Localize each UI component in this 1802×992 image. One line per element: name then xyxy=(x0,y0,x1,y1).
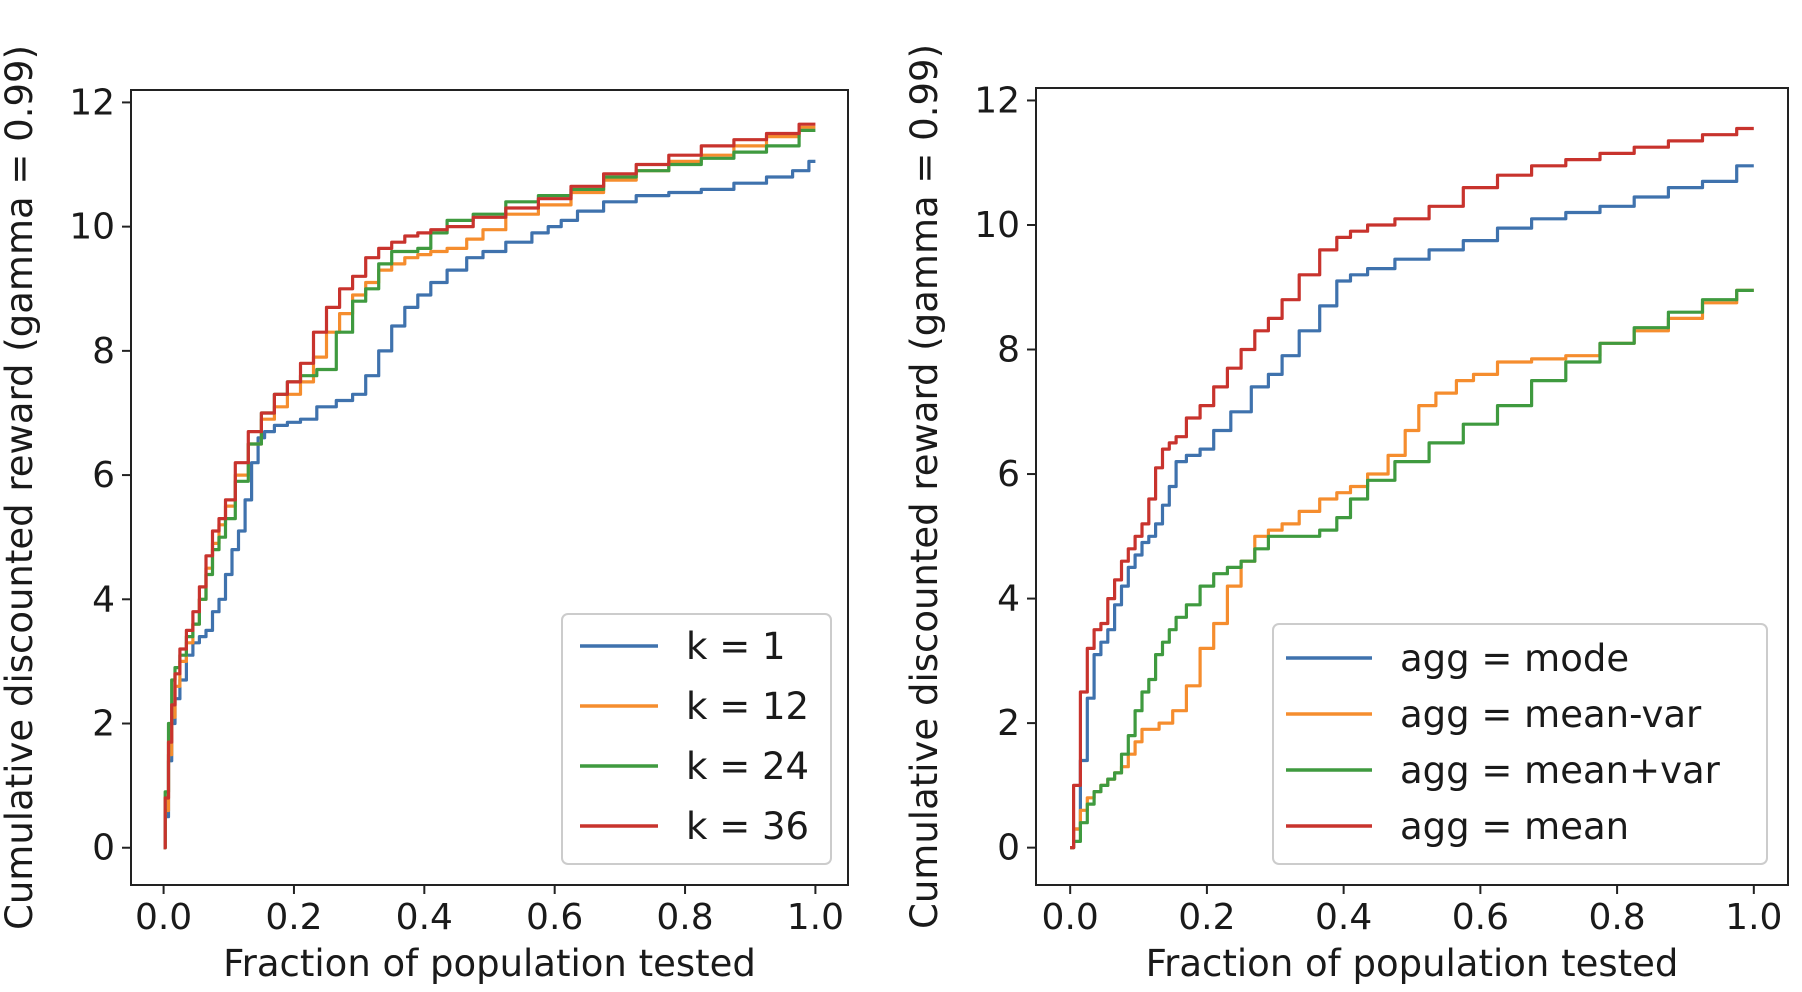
y-tick-label: 6 xyxy=(997,454,1020,495)
x-tick-label: 1.0 xyxy=(1725,897,1782,938)
legend-label: k = 1 xyxy=(686,625,786,668)
y-tick-label: 0 xyxy=(92,828,115,869)
plot-area xyxy=(1035,87,1789,886)
x-tick-label: 0.4 xyxy=(1315,897,1372,938)
y-tick-label: 4 xyxy=(92,579,115,620)
x-tick-label: 0.4 xyxy=(396,897,453,938)
x-axis-label: Fraction of population tested xyxy=(223,942,756,985)
x-tick-label: 0.8 xyxy=(656,897,713,938)
y-tick-label: 6 xyxy=(92,455,115,496)
legend-label: agg = mean xyxy=(1400,805,1629,848)
x-tick-label: 0.0 xyxy=(1042,897,1099,938)
legend-label: k = 12 xyxy=(686,685,809,728)
y-tick-label: 0 xyxy=(997,828,1020,869)
x-tick-label: 0.6 xyxy=(526,897,583,938)
series-line-4 xyxy=(163,122,816,850)
left-chart-panel: 0.0 0.2 0.4 0.6 0.8 1.0 0 2 4 6 8 10 12 Fraction of p… xyxy=(0,45,849,985)
legend-label: k = 24 xyxy=(686,745,809,788)
x-tick-label: 0.6 xyxy=(1452,897,1509,938)
legend-box xyxy=(1272,623,1768,865)
legend-label: agg = mean+var xyxy=(1400,749,1721,792)
y-tick-label: 2 xyxy=(92,704,115,745)
plot-area xyxy=(130,89,849,886)
y-tick-label: 2 xyxy=(997,703,1020,744)
series-line-1 xyxy=(1070,164,1754,850)
series-line-3 xyxy=(1070,288,1754,850)
y-tick-label: 10 xyxy=(974,205,1020,246)
y-tick-label: 12 xyxy=(69,82,115,123)
y-tick-label: 8 xyxy=(997,330,1020,371)
y-axis-label: Cumulative discounted reward (gamma = 0.… xyxy=(0,45,41,930)
right-chart-panel: 0.0 0.2 0.4 0.6 0.8 1.0 0 2 4 6 8 10 12 Fraction of p… xyxy=(903,44,1789,985)
x-tick-label: 1.0 xyxy=(787,897,844,938)
x-tick-label: 0.2 xyxy=(265,897,322,938)
series-line-1 xyxy=(163,159,816,850)
y-axis-label: Cumulative discounted reward (gamma = 0.… xyxy=(903,44,946,929)
y-tick-label: 10 xyxy=(69,207,115,248)
y-tick-label: 4 xyxy=(997,579,1020,620)
x-tick-label: 0.2 xyxy=(1178,897,1235,938)
x-tick-label: 0.8 xyxy=(1588,897,1645,938)
legend-label: agg = mode xyxy=(1400,637,1629,680)
legend-label: k = 36 xyxy=(686,805,809,848)
y-tick-label: 8 xyxy=(92,331,115,372)
legend-box xyxy=(561,613,832,865)
y-tick-label: 12 xyxy=(974,80,1020,121)
x-tick-label: 0.0 xyxy=(135,897,192,938)
series-line-4 xyxy=(1070,126,1754,850)
legend-label: agg = mean-var xyxy=(1400,693,1702,736)
x-axis-label: Fraction of population tested xyxy=(1146,942,1679,985)
